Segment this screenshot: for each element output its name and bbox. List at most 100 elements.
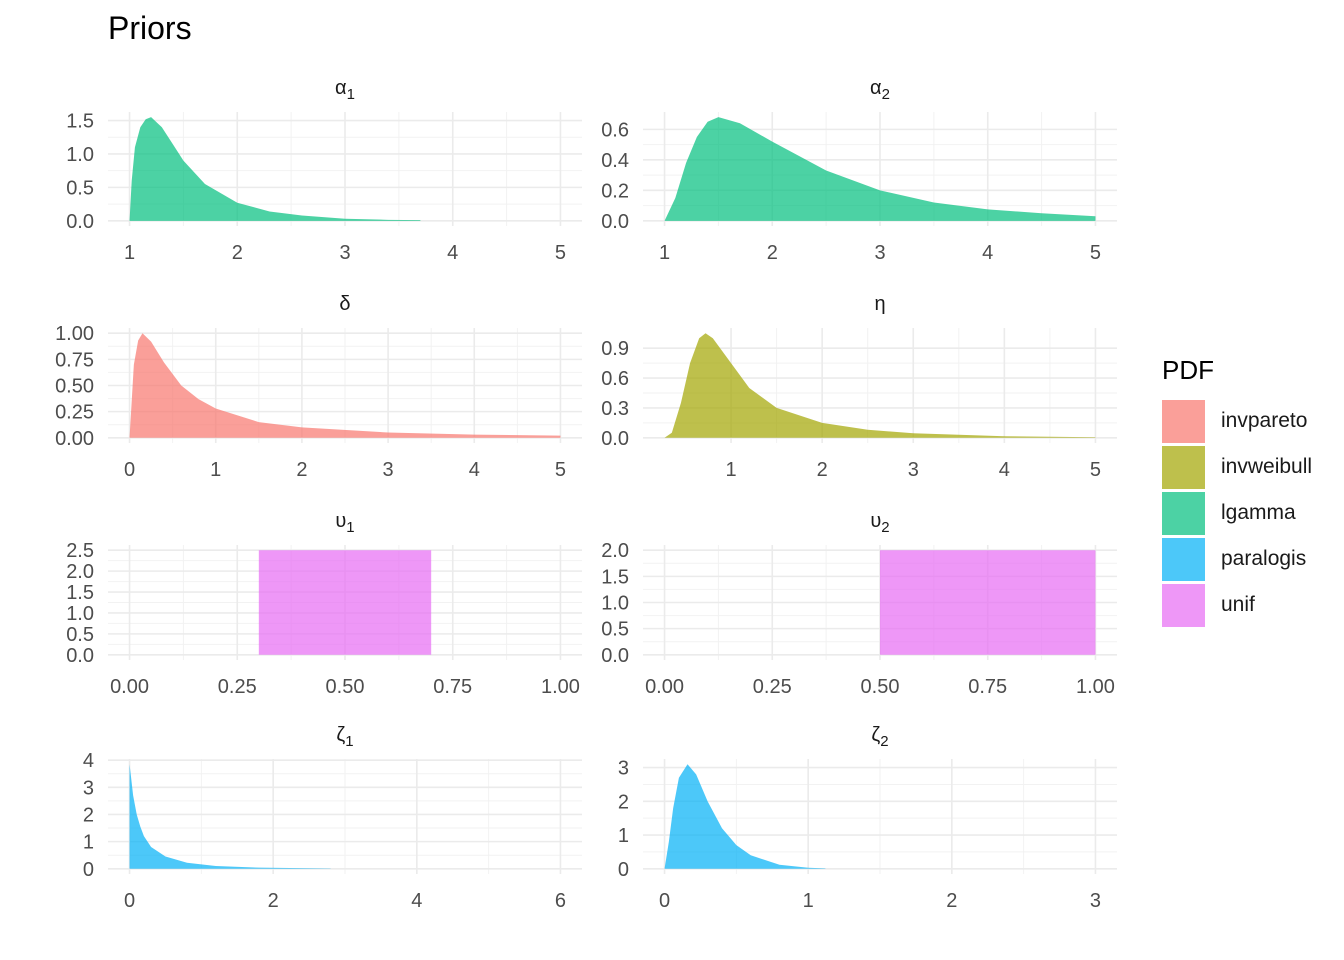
- legend-swatch: [1162, 537, 1205, 581]
- strip-subscript: 2: [881, 519, 889, 536]
- y-tick-label: 0.4: [601, 150, 629, 172]
- legend-swatch: [1162, 399, 1205, 443]
- x-tick-label: 0.25: [218, 676, 257, 698]
- strip-symbol: υ: [335, 510, 346, 532]
- y-tick-label: 0.25: [55, 402, 94, 424]
- y-tick-label: 1.5: [66, 582, 94, 604]
- x-tick-label: 0.50: [326, 676, 365, 698]
- x-tick-label: 3: [1090, 890, 1101, 912]
- x-tick-label: 3: [339, 242, 350, 264]
- chart-title: Priors: [108, 10, 192, 46]
- y-tick-label: 0: [83, 859, 94, 881]
- legend-label: invpareto: [1221, 409, 1308, 432]
- x-tick-label: 4: [999, 459, 1010, 481]
- y-tick-label: 4: [83, 750, 94, 772]
- x-tick-label: 1: [659, 242, 670, 264]
- y-tick-label: 0: [618, 859, 629, 881]
- x-tick-label: 0: [124, 459, 135, 481]
- x-tick-label: 2: [296, 459, 307, 481]
- legend-label: invweibull: [1221, 455, 1313, 478]
- y-tick-label: 2: [618, 791, 629, 813]
- x-tick-label: 1: [124, 242, 135, 264]
- y-tick-label: 0.2: [601, 180, 629, 202]
- x-tick-label: 5: [555, 242, 566, 264]
- strip-symbol: ζ: [336, 724, 345, 746]
- panel-υ1: 0.00 0.25 0.50 0.75 1.00 0.00.51.01.52.02.5 υ1: [66, 510, 582, 698]
- strip-symbol: α: [335, 77, 347, 99]
- y-tick-label: 0.9: [601, 338, 629, 360]
- y-tick-label: 0.00: [55, 428, 94, 450]
- x-tick-label: 4: [469, 459, 480, 481]
- strip-title: α2: [870, 77, 890, 103]
- strip-title: η: [874, 293, 885, 315]
- strip-symbol: α: [870, 77, 882, 99]
- panel-υ2: 0.00 0.25 0.50 0.75 1.00 0.0 0.5 1.0 1.5 2.0 υ2: [601, 510, 1117, 698]
- strip-subscript: 2: [880, 733, 888, 750]
- density-area-paralogis: [129, 764, 331, 869]
- y-tick-label: 0.0: [601, 645, 629, 667]
- x-tick-label: 4: [447, 242, 458, 264]
- density-area-unif: [258, 550, 432, 655]
- density-area-invweibull: [664, 333, 1096, 438]
- strip-title: ζ1: [336, 724, 353, 750]
- strip-subscript: 2: [882, 86, 890, 103]
- strip-subscript: 1: [347, 86, 355, 103]
- legend-item-unif: unif: [1162, 582, 1312, 628]
- x-tick-label: 0.75: [433, 676, 472, 698]
- legend-item-lgamma: lgamma: [1162, 490, 1312, 536]
- density-area-lgamma: [129, 117, 421, 221]
- x-tick-label: 2: [232, 242, 243, 264]
- x-tick-label: 0: [659, 890, 670, 912]
- y-tick-label: 0.5: [601, 619, 629, 641]
- y-tick-label: 3: [618, 758, 629, 780]
- x-tick-label: 0.00: [110, 676, 149, 698]
- x-tick-label: 6: [555, 890, 566, 912]
- y-tick-label: 0.5: [66, 624, 94, 646]
- x-tick-label: 2: [946, 890, 957, 912]
- x-tick-label: 0.25: [753, 676, 792, 698]
- legend-swatch: [1162, 583, 1205, 627]
- y-tick-label: 1.0: [601, 593, 629, 615]
- y-tick-label: 2: [83, 804, 94, 826]
- panel-η: 1 2 3 4 5 0.0 0.3 0.6 0.9 η: [601, 293, 1117, 481]
- strip-symbol: υ: [870, 510, 881, 532]
- x-tick-label: 1.00: [541, 676, 580, 698]
- y-tick-label: 1: [83, 832, 94, 854]
- x-tick-label: 3: [908, 459, 919, 481]
- strip-subscript: 1: [345, 733, 353, 750]
- x-tick-label: 0.00: [645, 676, 684, 698]
- y-tick-label: 0.0: [66, 645, 94, 667]
- legend-title: PDF: [1162, 355, 1214, 385]
- panel-α1: 1 2 3 4 50.00.51.01.5α1: [66, 77, 582, 264]
- x-tick-label: 3: [383, 459, 394, 481]
- strip-subscript: 1: [346, 519, 354, 536]
- x-tick-label: 0: [124, 890, 135, 912]
- legend-label: paralogis: [1221, 547, 1307, 570]
- x-tick-label: 5: [555, 459, 566, 481]
- legend-swatch: [1162, 445, 1205, 489]
- y-tick-label: 2.5: [66, 540, 94, 562]
- x-tick-label: 1: [803, 890, 814, 912]
- x-tick-label: 4: [411, 890, 422, 912]
- legend-label: lgamma: [1221, 501, 1296, 524]
- legend-label: unif: [1221, 593, 1255, 616]
- x-tick-label: 1: [210, 459, 221, 481]
- strip-title: δ: [339, 293, 350, 315]
- y-tick-label: 1: [618, 825, 629, 847]
- y-tick-label: 0.0: [601, 428, 629, 450]
- x-tick-label: 2: [817, 459, 828, 481]
- y-tick-label: 0.5: [66, 177, 94, 199]
- strip-title: υ1: [335, 510, 354, 536]
- y-tick-label: 3: [83, 777, 94, 799]
- y-tick-label: 1.0: [66, 603, 94, 625]
- legend-swatch: [1162, 491, 1205, 535]
- x-tick-label: 1: [725, 459, 736, 481]
- y-tick-label: 0.0: [66, 211, 94, 233]
- x-tick-label: 2: [268, 890, 279, 912]
- strip-title: α1: [335, 77, 355, 103]
- y-tick-label: 1.00: [55, 323, 94, 345]
- x-tick-label: 0.50: [861, 676, 900, 698]
- legend-item-paralogis: paralogis: [1162, 536, 1312, 582]
